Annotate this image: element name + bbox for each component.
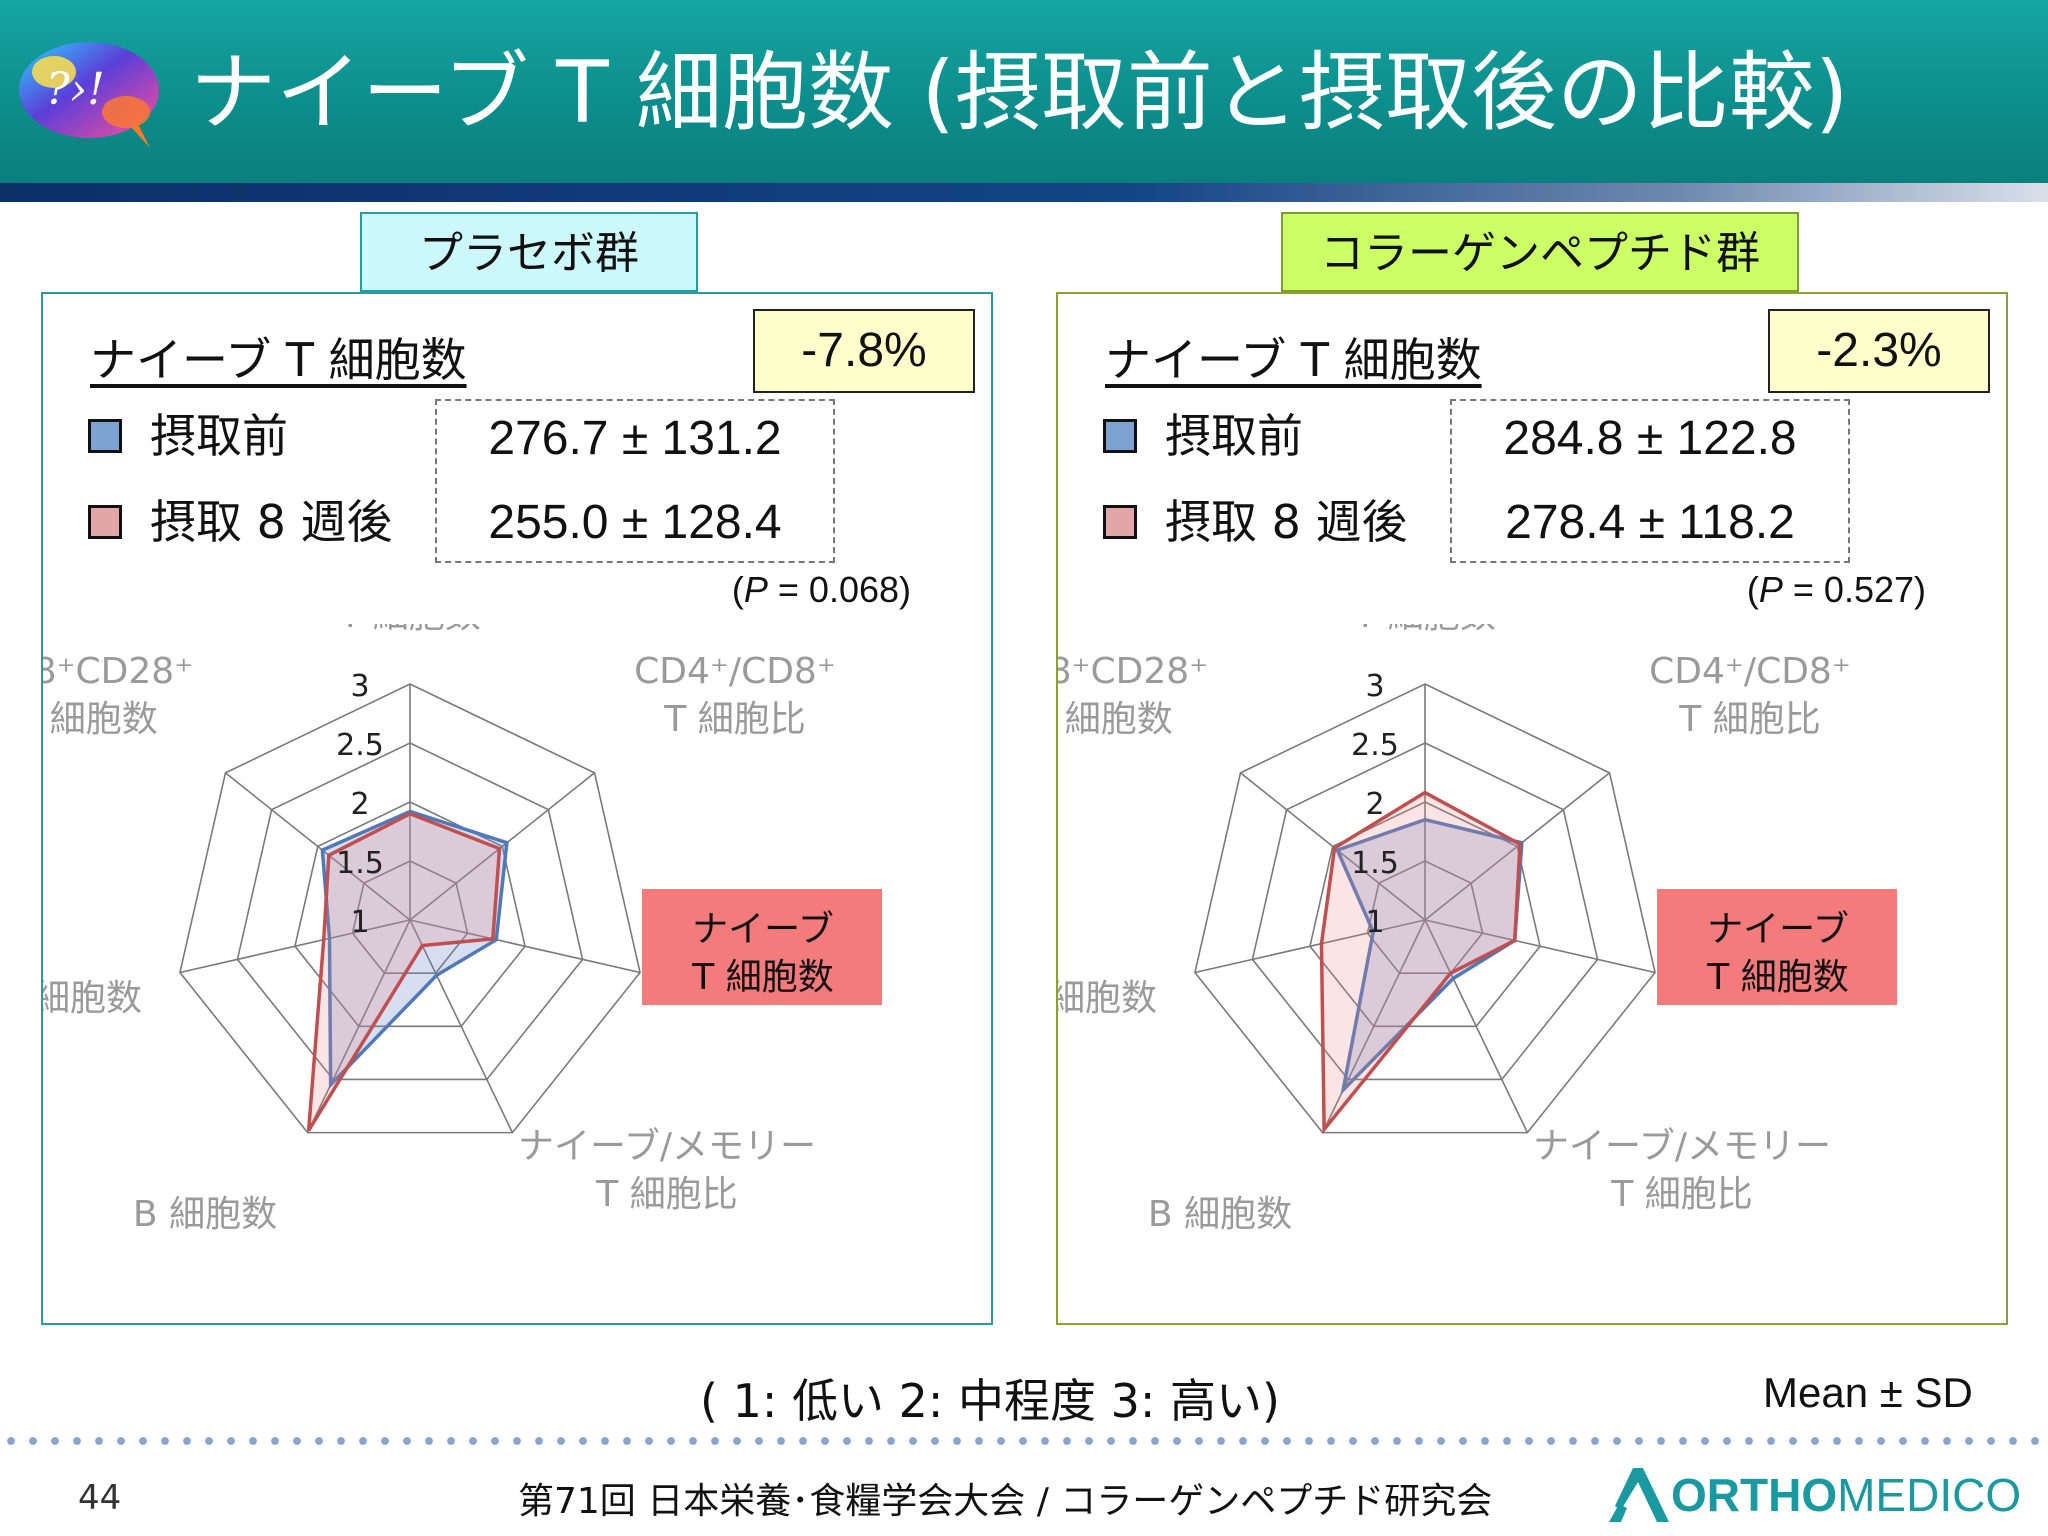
legend-swatch-after-icon	[88, 504, 122, 539]
axis-label: ナイーブ	[692, 909, 834, 950]
legend-before: 摂取前	[1103, 406, 1303, 466]
series-after	[1319, 790, 1522, 1135]
grid-ring	[1251, 742, 1599, 1081]
axis-label: B 細胞数	[133, 1194, 277, 1235]
value-before: 276.7 ± 131.2	[488, 412, 782, 465]
grid-spoke	[224, 772, 411, 921]
grid-spoke	[409, 919, 514, 1133]
ortho-medico-mark-icon	[1609, 1468, 1669, 1522]
grid-spoke	[409, 919, 641, 974]
axis-label: CD4⁺/CD8⁺	[634, 651, 836, 692]
header-gradient-bar	[0, 183, 2048, 202]
tick-label: 3	[350, 669, 369, 704]
axis-label: T 細胞数	[691, 957, 833, 998]
p-value: (P = 0.527)	[1746, 569, 1926, 610]
value-before: 284.8 ± 122.8	[1503, 412, 1797, 465]
grid-spoke	[1424, 772, 1611, 921]
tick-label: 2.5	[336, 728, 384, 763]
footer-text: 第71回 日本栄養･食糧学会大会 / コラーゲンペプチド研究会	[518, 1481, 1493, 1522]
value-box: 284.8 ± 122.8 278.4 ± 118.2	[1450, 399, 1850, 563]
axis-label: T 細胞数	[43, 699, 158, 740]
axis-label: CD8⁺CD28⁺	[1058, 651, 1208, 692]
tick-label: 1.5	[336, 846, 384, 881]
grid-spoke	[179, 919, 411, 974]
brand-ortho: ORTHO	[1671, 1469, 1838, 1521]
axis-label: ナイーブ/メモリー	[518, 1126, 816, 1167]
legend-after: 摂取 8 週後	[88, 492, 393, 552]
legend-swatch-before-icon	[1103, 418, 1137, 453]
axis-label: T 細胞比	[1610, 1174, 1752, 1215]
tick-label: 2.5	[1351, 728, 1399, 763]
axis-label: T 細胞数	[1058, 699, 1173, 740]
placebo-group-tab: プラセボ群	[360, 212, 698, 292]
slide-header: ?›! ナイーブ T 細胞数 (摂取前と摂取後の比較)	[0, 0, 2048, 183]
placebo-panel: ナイーブ T 細胞数 -7.8% 摂取前 摂取 8 週後 276.7 ± 131…	[41, 292, 993, 1325]
ortho-medico-logo: ORTHOMEDICO	[1605, 1466, 2021, 1526]
axis-label: B 細胞数	[1148, 1194, 1292, 1235]
tick-label: 1	[1365, 905, 1384, 940]
axis-label: T 細胞数	[1353, 624, 1495, 636]
page-number: 44	[78, 1478, 122, 1518]
question-bubble-logo-icon: ?›!	[19, 42, 159, 148]
grid-spoke	[306, 919, 411, 1133]
p-value: (P = 0.068)	[731, 569, 911, 610]
grid-spoke	[1424, 919, 1656, 974]
legend-label-before: 摂取前	[150, 409, 288, 463]
axis-label: CD8⁺CD28⁺	[43, 651, 193, 692]
grid-spoke	[409, 772, 596, 921]
grid-spoke	[1194, 919, 1426, 974]
value-after: 255.0 ± 128.4	[488, 496, 782, 549]
highlight-label-box	[642, 889, 882, 1005]
axis-label: T 細胞比	[1678, 699, 1820, 740]
axis-label: NK 細胞数	[1058, 978, 1157, 1019]
tick-label: 2	[1365, 787, 1384, 822]
grid-ring	[236, 742, 584, 1081]
legend-before: 摂取前	[88, 406, 288, 466]
legend-label-after: 摂取 8 週後	[150, 495, 393, 549]
highlight-label-box	[1657, 889, 1897, 1005]
collagen-panel: ナイーブ T 細胞数 -2.3% 摂取前 摂取 8 週後 284.8 ± 122…	[1056, 292, 2008, 1325]
page-title: ナイーブ T 細胞数 (摂取前と摂取後の比較)	[190, 43, 1849, 143]
legend-label-after: 摂取 8 週後	[1165, 495, 1408, 549]
grid-ring	[1194, 683, 1656, 1134]
value-box: 276.7 ± 131.2 255.0 ± 128.4	[435, 399, 835, 563]
legend-label-before: 摂取前	[1165, 409, 1303, 463]
tick-label: 1	[350, 905, 369, 940]
grid-ring	[1366, 860, 1484, 974]
brand-medico: MEDICO	[1837, 1469, 2022, 1521]
series-before	[320, 809, 509, 1090]
legend-swatch-before-icon	[88, 418, 122, 453]
value-after: 278.4 ± 118.2	[1505, 496, 1795, 549]
axis-label: T 細胞比	[663, 699, 805, 740]
grid-ring	[351, 860, 469, 974]
series-after	[306, 811, 502, 1132]
axis-label: CD4⁺/CD8⁺	[1649, 651, 1851, 692]
metric-title: ナイーブ T 細胞数	[1105, 333, 1482, 387]
legend-after: 摂取 8 週後	[1103, 492, 1408, 552]
axis-label: T 細胞数	[1706, 957, 1848, 998]
scale-note: ( 1: 低い 2: 中程度 3: 高い)	[700, 1374, 1280, 1428]
axis-label: ナイーブ/メモリー	[1533, 1126, 1831, 1167]
change-percent-badge: -7.8%	[753, 309, 975, 393]
grid-spoke	[1424, 919, 1529, 1133]
dotted-divider	[0, 1434, 2048, 1448]
axis-label: NK 細胞数	[43, 978, 142, 1019]
tick-label: 1.5	[1351, 846, 1399, 881]
tick-label: 3	[1365, 669, 1384, 704]
tick-label: 2	[350, 787, 369, 822]
metric-title: ナイーブ T 細胞数	[90, 333, 467, 387]
mean-sd-note: Mean ± SD	[1763, 1369, 1973, 1416]
grid-spoke	[1239, 772, 1426, 921]
axis-label: ナイーブ	[1707, 909, 1849, 950]
change-percent-badge: -2.3%	[1768, 309, 1990, 393]
grid-ring	[179, 683, 641, 1134]
legend-swatch-after-icon	[1103, 504, 1137, 539]
collagen-group-tab: コラーゲンペプチド群	[1281, 212, 1799, 292]
svg-text:?›!: ?›!	[46, 64, 105, 115]
grid-spoke	[1321, 919, 1426, 1133]
axis-label: T 細胞比	[595, 1174, 737, 1215]
axis-label: T 細胞数	[338, 624, 480, 636]
